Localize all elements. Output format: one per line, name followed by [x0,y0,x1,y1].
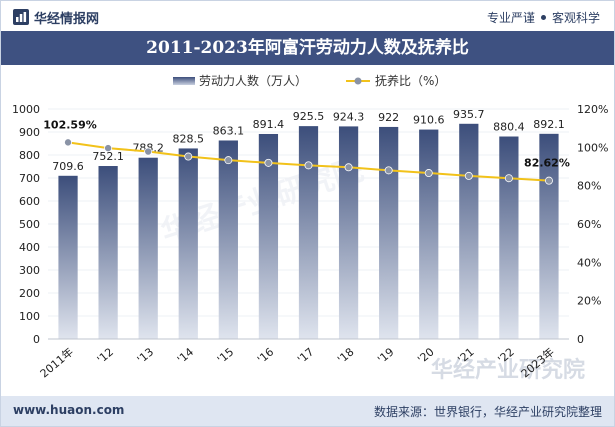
x-tick-label: '15 [215,345,236,366]
legend: 劳动力人数（万人） 抚养比（%） [173,73,446,88]
x-tick-label: 2011年 [37,345,76,381]
chart-canvas: 华经产业研究院 华经产业研究院 劳动力人数（万人） 抚养比（%） 709.675… [12,73,608,383]
line-marker [424,169,433,178]
line-marker [464,171,473,180]
chart-title: 2011-2023年阿富汗劳动力人数及抚养比 [1,31,614,65]
line-marker [224,156,233,165]
left-tick-label: 800 [19,149,40,162]
left-tick-label: 200 [19,287,40,300]
line-value-label: 82.62% [524,157,570,170]
footer-site-link[interactable]: www.huaon.com [13,403,125,417]
line-marker [144,147,153,156]
line-marker [264,158,273,167]
left-tick-label: 600 [19,195,40,208]
x-tick-label: '13 [135,345,156,366]
footer-source: 数据来源：世界银行，华经产业研究院整理 [373,405,602,419]
slogan-right: 客观科学 [551,11,600,25]
left-tick-label: 700 [19,172,40,185]
bar [379,126,399,339]
right-tick-label: 80% [577,180,601,193]
legend-bar-label: 劳动力人数（万人） [199,73,307,88]
left-axis: 0 100 200 300 400 500 600 700 800 900 1000 [12,103,40,346]
bar [138,157,158,339]
x-tick-label: '17 [295,345,316,366]
right-axis: 0 20% 40% 60% 80% 100% 120% [577,103,608,346]
brand-logo[interactable]: 华经情报网 [13,8,100,27]
bar [499,136,519,339]
line-marker [304,161,313,170]
right-tick-label: 0 [577,333,584,346]
watermark: 华经产业研究院 [431,357,585,383]
x-tick-label: '19 [375,345,396,366]
bar [539,133,559,339]
bar [58,175,78,339]
bar-value-label: 828.5 [173,132,205,145]
slogan-left: 专业严谨 [486,11,535,25]
line-series: 102.59% 82.62% [43,118,570,185]
legend-bar-swatch [173,77,195,85]
bar-value-label: 922 [378,111,399,124]
right-tick-label: 120% [577,103,608,116]
left-tick-label: 100 [19,310,40,323]
right-tick-label: 20% [577,295,601,308]
bar-chart-icon [13,9,29,25]
left-tick-label: 0 [33,333,40,346]
bar [298,126,319,339]
bar [218,140,238,339]
bar-value-label: 910.6 [413,114,445,127]
left-tick-label: 500 [19,218,40,231]
line-value-label: 102.59% [43,118,96,131]
right-tick-label: 100% [577,141,608,154]
bar [338,126,359,339]
bar-value-label: 709.6 [52,160,84,173]
right-tick-label: 60% [577,218,601,231]
x-tick-label: '16 [255,345,276,366]
bar-value-label: 924.3 [333,110,365,123]
bar [258,133,279,339]
line-marker [344,163,353,172]
bar-value-label: 752.1 [92,150,124,163]
right-tick-label: 40% [577,256,601,269]
dot-separator-icon [540,15,546,20]
bar [459,123,479,339]
bar [178,148,198,339]
bar-value-label: 863.1 [213,124,245,137]
left-tick-label: 400 [19,241,40,254]
line-marker [184,152,193,161]
left-tick-label: 900 [19,126,40,139]
brand-name: 华经情报网 [34,11,100,27]
bar [419,129,439,339]
legend-line-marker [354,77,362,85]
bar-value-label: 892.1 [533,118,565,131]
slogan: 专业严谨 客观科学 [487,9,600,26]
x-tick-label: '12 [95,345,116,366]
footer: www.huaon.com 数据来源：世界银行，华经产业研究院整理 [1,396,614,426]
x-tick-label: '14 [175,345,196,366]
line-marker [504,174,513,183]
legend-line-label: 抚养比（%） [375,73,446,88]
bar-series: 709.6752.1788.2828.5863.1891.4925.5924.3… [52,108,565,339]
line-marker [384,166,393,175]
line-marker [544,176,553,185]
bar-value-label: 891.4 [253,118,285,131]
bar [98,166,118,339]
left-tick-label: 1000 [12,103,40,116]
line-marker [64,138,73,147]
bar-value-label: 880.4 [493,121,525,134]
left-tick-label: 300 [19,264,40,277]
x-tick-label: '18 [335,345,356,366]
line-marker [104,144,113,153]
bar-value-label: 935.7 [453,108,485,121]
bar-value-label: 925.5 [293,110,325,123]
top-bar: 华经情报网 专业严谨 客观科学 [1,1,614,31]
